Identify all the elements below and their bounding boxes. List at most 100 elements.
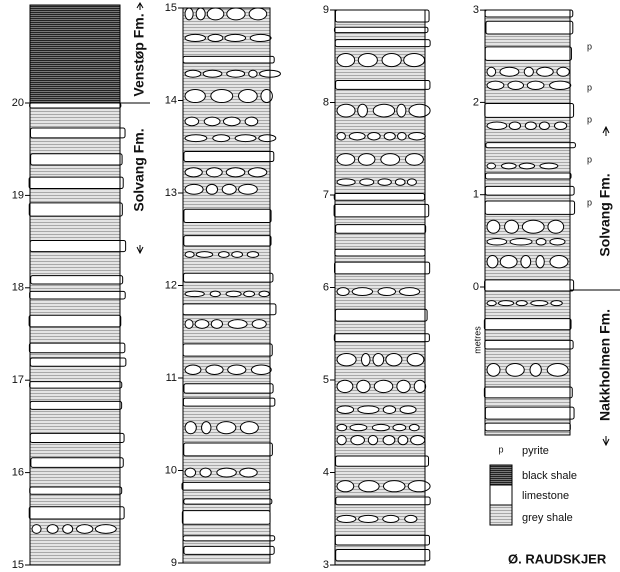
legend-swatch [490, 485, 512, 505]
limestone-nodule [226, 291, 241, 297]
limestone-nodule [551, 301, 562, 306]
limestone-nodule [227, 70, 245, 77]
limestone-nodule [232, 252, 243, 258]
black-shale [30, 5, 120, 103]
limestone-nodule [548, 220, 564, 233]
limestone-nodule [550, 238, 565, 245]
limestone-nodule [228, 365, 246, 374]
limestone-nodule [524, 67, 533, 76]
limestone-bed [336, 550, 430, 561]
limestone-nodule [547, 364, 568, 377]
limestone-nodule [487, 163, 496, 169]
tick-label: 13 [165, 187, 177, 199]
limestone-nodule [185, 168, 202, 177]
limestone-nodule [196, 8, 205, 20]
limestone-nodule [540, 163, 558, 169]
legend-label: grey shale [522, 512, 573, 524]
limestone-nodule [383, 481, 405, 492]
limestone-nodule [235, 135, 256, 142]
limestone-nodule [337, 179, 355, 186]
limestone-nodule [240, 468, 258, 477]
limestone-bed [29, 177, 123, 188]
limestone-nodule [487, 67, 496, 76]
limestone-nodule [398, 435, 408, 444]
limestone-nodule [368, 435, 377, 444]
limestone-nodule [372, 424, 389, 430]
limestone-bed [183, 398, 274, 406]
limestone-nodule [206, 365, 223, 374]
limestone-nodule [185, 70, 201, 77]
limestone-nodule [411, 435, 425, 444]
limestone-bed [334, 334, 429, 342]
limestone-bed [29, 203, 122, 216]
limestone-nodule [409, 104, 430, 117]
limestone-nodule [239, 184, 258, 194]
limestone-nodule [211, 320, 222, 329]
limestone-bed [485, 280, 574, 291]
tick-label: 0 [473, 281, 479, 293]
limestone-nodule [337, 406, 354, 414]
tick-label: 18 [12, 282, 24, 294]
limestone-nodule [505, 220, 519, 233]
tick-label: 17 [12, 374, 24, 386]
limestone-bed [29, 315, 121, 327]
limestone-nodule [358, 54, 377, 67]
tick-label: 19 [12, 189, 24, 201]
legend-symbol: p [498, 444, 503, 454]
limestone-nodule [508, 81, 524, 89]
limestone-bed [31, 154, 122, 165]
limestone-bed [31, 128, 126, 138]
limestone-nodule [359, 515, 378, 522]
limestone-bed [335, 309, 427, 321]
tick-label: 16 [12, 467, 24, 479]
locality: Ø. RAUDSKJER [508, 551, 607, 566]
limestone-nodule [404, 54, 425, 67]
limestone-nodule [383, 515, 399, 522]
limestone-nodule [239, 90, 258, 103]
limestone-nodule [248, 168, 267, 177]
limestone-nodule [77, 525, 93, 534]
limestone-nodule [47, 525, 58, 534]
limestone-nodule [521, 256, 531, 268]
limestone-nodule [397, 104, 406, 117]
limestone-nodule [487, 81, 504, 89]
limestone-bed [336, 456, 429, 466]
formation-label: Venstøp Fm. [131, 13, 147, 96]
limestone-nodule [358, 154, 375, 166]
limestone-nodule [217, 422, 236, 434]
limestone-nodule [185, 422, 196, 434]
limestone-bed [30, 240, 125, 251]
limestone-nodule [530, 364, 541, 377]
limestone-nodule [384, 132, 395, 139]
limestone-nodule [225, 34, 246, 41]
limestone-nodule [550, 81, 571, 89]
tick-label: 12 [165, 279, 177, 291]
tick-label: 11 [166, 372, 177, 384]
limestone-bed [29, 507, 124, 519]
limestone-nodule [337, 288, 349, 296]
limestone-nodule [337, 435, 346, 444]
pyrite-marker: p [587, 154, 592, 164]
limestone-bed [31, 276, 123, 284]
limestone-bed [184, 152, 274, 162]
tick-label: 1 [473, 189, 479, 201]
limestone-nodule [218, 252, 229, 258]
limestone-bed [184, 443, 273, 456]
limestone-nodule [352, 288, 372, 296]
limestone-nodule [250, 34, 271, 41]
limestone-nodule [525, 122, 536, 130]
limestone-nodule [358, 406, 379, 414]
limestone-bed [484, 319, 571, 330]
limestone-bed [184, 499, 272, 504]
axis-label: metres [472, 326, 482, 354]
limestone-nodule [531, 301, 548, 306]
limestone-bed [184, 209, 271, 222]
formation-label: Nakkholmen Fm. [597, 309, 613, 421]
limestone-nodule [510, 238, 532, 245]
limestone-bed [336, 81, 430, 90]
limestone-bed [485, 340, 573, 349]
limestone-bed [485, 47, 571, 60]
limestone-nodule [252, 320, 266, 329]
limestone-nodule [487, 122, 507, 130]
limestone-nodule [222, 184, 236, 194]
